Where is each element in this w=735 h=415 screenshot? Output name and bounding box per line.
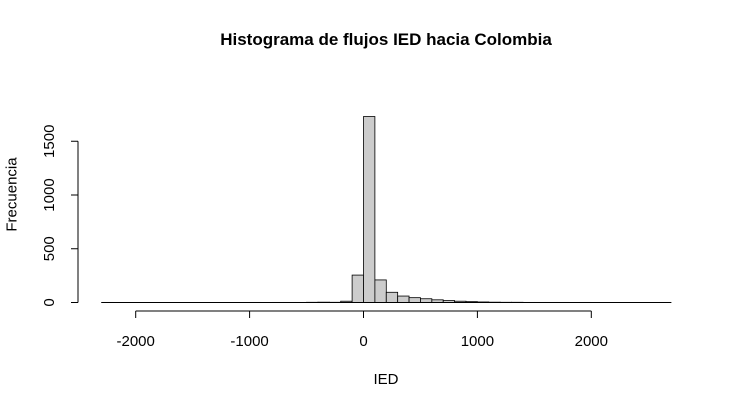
- histogram-bar: [364, 117, 375, 303]
- x-tick-label: -2000: [117, 333, 155, 350]
- chart-title: Histograma de flujos IED hacia Colombia: [0, 30, 735, 50]
- y-axis-label: Frecuencia: [4, 145, 21, 245]
- y-axis: 0 500 1000 1500: [41, 125, 78, 307]
- y-tick-label: 1500: [41, 125, 58, 158]
- bars-layer: [102, 117, 672, 303]
- y-tick-label: 1000: [41, 178, 58, 211]
- histogram-bar: [409, 298, 420, 303]
- x-tick-label: 1000: [461, 333, 494, 350]
- histogram-bar: [352, 275, 363, 302]
- histogram-bar: [420, 299, 431, 303]
- x-tick-label: -1000: [230, 333, 268, 350]
- x-tick-label: 2000: [575, 333, 608, 350]
- x-axis-label: IED: [336, 371, 436, 388]
- histogram-bar: [386, 292, 397, 302]
- histogram-bar: [398, 296, 409, 302]
- x-tick-label: 0: [359, 333, 367, 350]
- histogram-bar: [375, 280, 386, 303]
- y-tick-label: 500: [41, 236, 58, 261]
- x-axis: -2000 -1000 0 1000 2000: [117, 311, 608, 350]
- y-tick-label: 0: [41, 298, 58, 306]
